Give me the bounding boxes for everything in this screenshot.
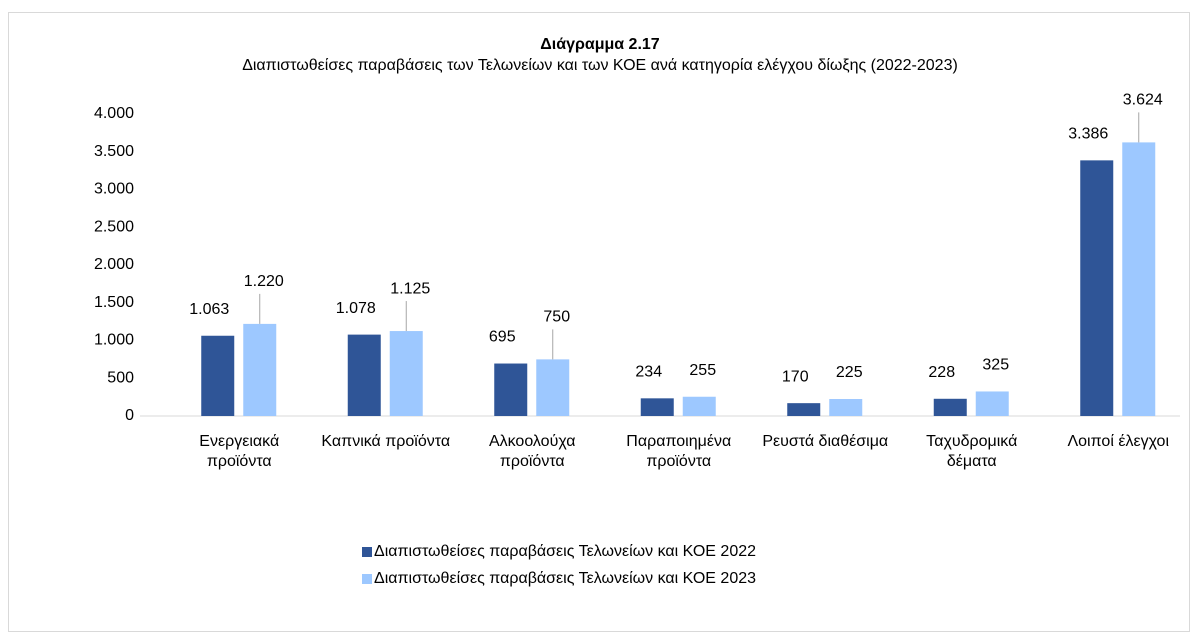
plot: 0 500 1.000 1.500 2.000 2.500 3.000 3.500 4.000 1… (94, 92, 1180, 424)
bar (640, 398, 674, 416)
legend-swatch (362, 574, 372, 584)
bar (933, 398, 967, 416)
legend-item: Διαπιστωθείσες παραβάσεις Τελωνείων και … (362, 570, 756, 588)
value-label: 1.063 (189, 301, 229, 318)
value-label: 234 (635, 364, 662, 381)
value-label: 3.386 (1068, 126, 1108, 143)
bar (1122, 142, 1156, 416)
value-label: 750 (543, 309, 570, 326)
x-tick-label: Λοιποί έλεγχοι (1067, 433, 1170, 450)
x-tick-label: Παραποιημένα προϊόντα (626, 433, 732, 470)
x-tick-label: Καπνικά προϊόντα (321, 433, 451, 450)
bar (829, 399, 863, 416)
bar (975, 391, 1009, 416)
x-tick-label: Ρευστά διαθέσιμα (762, 433, 889, 450)
legend-item: Διαπιστωθείσες παραβάσεις Τελωνείων και … (362, 543, 756, 561)
bar (1080, 160, 1114, 416)
legend-label: Διαπιστωθείσες παραβάσεις Τελωνείων και … (374, 570, 757, 587)
x-tick-label: Ενεργειακά προϊόντα (199, 433, 280, 470)
y-tick-label: 0 (125, 407, 134, 424)
value-label: 255 (689, 362, 716, 379)
value-label: 170 (782, 368, 809, 385)
value-label: 1.078 (336, 300, 376, 317)
y-tick-label: 3.000 (94, 181, 134, 198)
value-label: 3.624 (1123, 92, 1163, 109)
legend-label: Διαπιστωθείσες παραβάσεις Τελωνείων και … (374, 543, 757, 560)
chart-title: Διάγραμμα 2.17 (540, 36, 660, 53)
bar (201, 335, 235, 416)
legend-swatch (362, 547, 372, 557)
x-tick-label: Ταχυδρομικά δέματα (926, 433, 1018, 470)
y-tick-label: 2.500 (94, 218, 134, 235)
bar (536, 359, 570, 416)
y-tick-label: 1.000 (94, 332, 134, 349)
bar (389, 331, 423, 416)
value-label: 225 (836, 364, 863, 381)
y-tick-label: 3.500 (94, 143, 134, 160)
y-tick-label: 2.000 (94, 256, 134, 273)
y-tick-label: 1.500 (94, 294, 134, 311)
value-label: 1.125 (390, 280, 430, 297)
x-tick-label: Αλκοολούχα προϊόντα (488, 433, 576, 470)
bar (682, 396, 716, 416)
y-tick-label: 500 (107, 369, 134, 386)
value-label: 228 (928, 364, 955, 381)
chart-subtitle: Διαπιστωθείσες παραβάσεις των Τελωνείων … (242, 57, 958, 74)
chart: 0 500 1.000 1.500 2.000 2.500 3.000 3.500 4.000 1… (8, 12, 1190, 632)
value-label: 1.220 (244, 273, 284, 290)
y-tick-label: 4.000 (94, 105, 134, 122)
value-label: 325 (982, 357, 1009, 374)
bar (787, 403, 821, 416)
bar (494, 363, 528, 416)
value-label: 695 (489, 329, 516, 346)
bar (243, 323, 277, 416)
bar (347, 334, 381, 416)
